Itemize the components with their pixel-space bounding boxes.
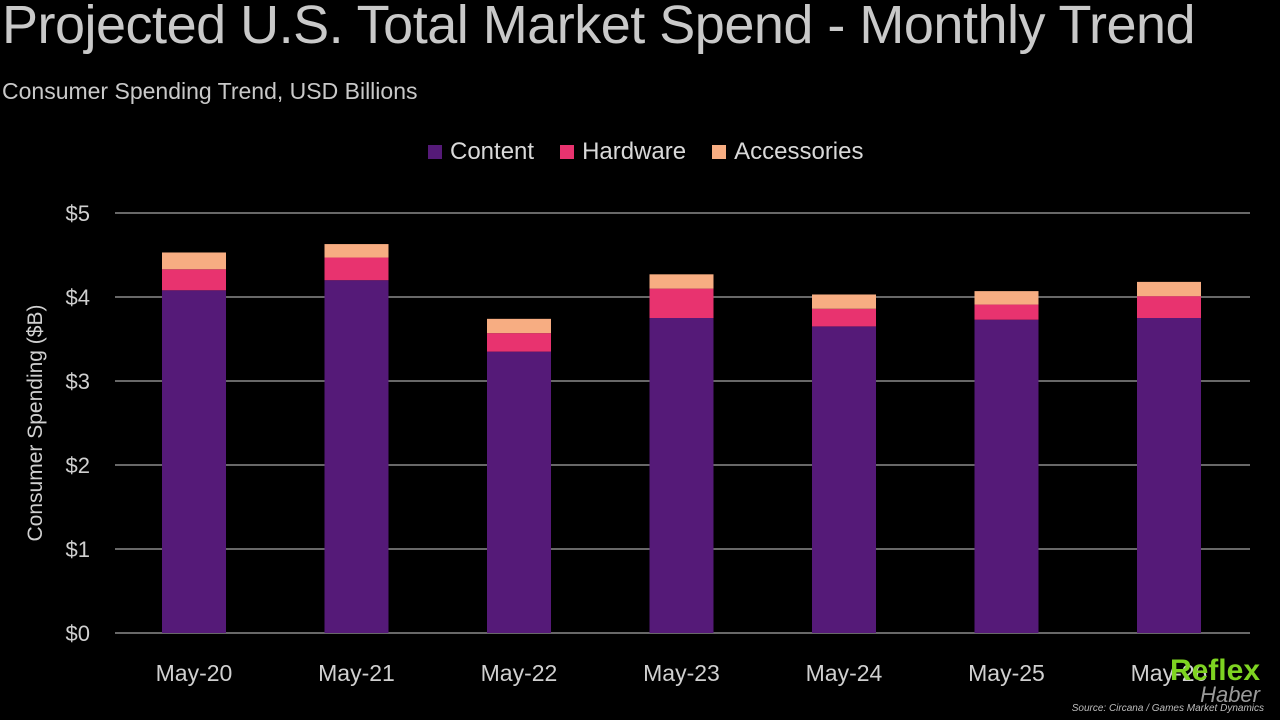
bar-accessories	[812, 294, 876, 309]
y-tick-label: $0	[66, 621, 90, 646]
x-tick-label: May-26	[1131, 660, 1208, 686]
y-tick-label: $5	[66, 201, 90, 226]
legend-item-content: Content	[428, 138, 534, 166]
x-tick-label: May-23	[643, 660, 720, 686]
chart-subtitle: Consumer Spending Trend, USD Billions	[2, 78, 418, 104]
chart-title: Projected U.S. Total Market Spend - Mont…	[2, 0, 1196, 55]
watermark-logo: Reflex Haber	[1170, 656, 1260, 706]
bar-content	[1137, 318, 1201, 633]
bar-hardware	[649, 288, 714, 318]
legend-swatch-content	[428, 145, 442, 159]
chart-legend: Content Hardware Accessories	[428, 138, 863, 166]
x-tick-label: May-22	[481, 660, 558, 686]
legend-label-accessories: Accessories	[734, 138, 864, 165]
bar-accessories	[487, 318, 551, 334]
bar-hardware	[974, 304, 1039, 320]
bar-content	[974, 319, 1039, 633]
bar-accessories	[162, 252, 226, 270]
watermark-brand: Reflex	[1169, 654, 1260, 687]
bar-hardware	[812, 308, 876, 327]
legend-swatch-accessories	[712, 145, 727, 159]
y-tick-label: $4	[66, 285, 90, 310]
y-tick-label: $1	[66, 537, 90, 562]
bar-content	[324, 280, 389, 633]
bar-hardware	[487, 333, 551, 352]
source-note: Source: Circana / Games Market Dynamics	[1071, 703, 1264, 714]
bar-accessories	[649, 274, 714, 289]
bar-content	[649, 318, 714, 633]
y-axis-label: Consumer Spending ($B)	[24, 305, 47, 542]
legend-label-content: Content	[450, 138, 535, 165]
legend-item-hardware: Hardware	[560, 138, 686, 166]
y-tick-label: $3	[66, 369, 90, 394]
bar-hardware	[324, 257, 389, 281]
bar-hardware	[1137, 296, 1201, 318]
bar-content	[162, 290, 226, 633]
x-tick-label: May-25	[968, 660, 1045, 686]
legend-item-accessories: Accessories	[712, 138, 863, 166]
bar-content	[812, 326, 876, 633]
bar-accessories	[324, 244, 389, 258]
bar-hardware	[162, 269, 226, 291]
y-tick-label: $2	[66, 453, 90, 478]
legend-swatch-hardware	[560, 145, 575, 159]
x-tick-label: May-20	[156, 660, 233, 686]
x-tick-label: May-24	[806, 660, 883, 686]
watermark-sub: Haber	[1200, 682, 1260, 707]
bar-accessories	[1137, 281, 1201, 297]
x-tick-label: May-21	[318, 660, 395, 686]
bar-accessories	[974, 291, 1039, 305]
bar-content	[487, 351, 551, 633]
legend-label-hardware: Hardware	[582, 138, 687, 165]
